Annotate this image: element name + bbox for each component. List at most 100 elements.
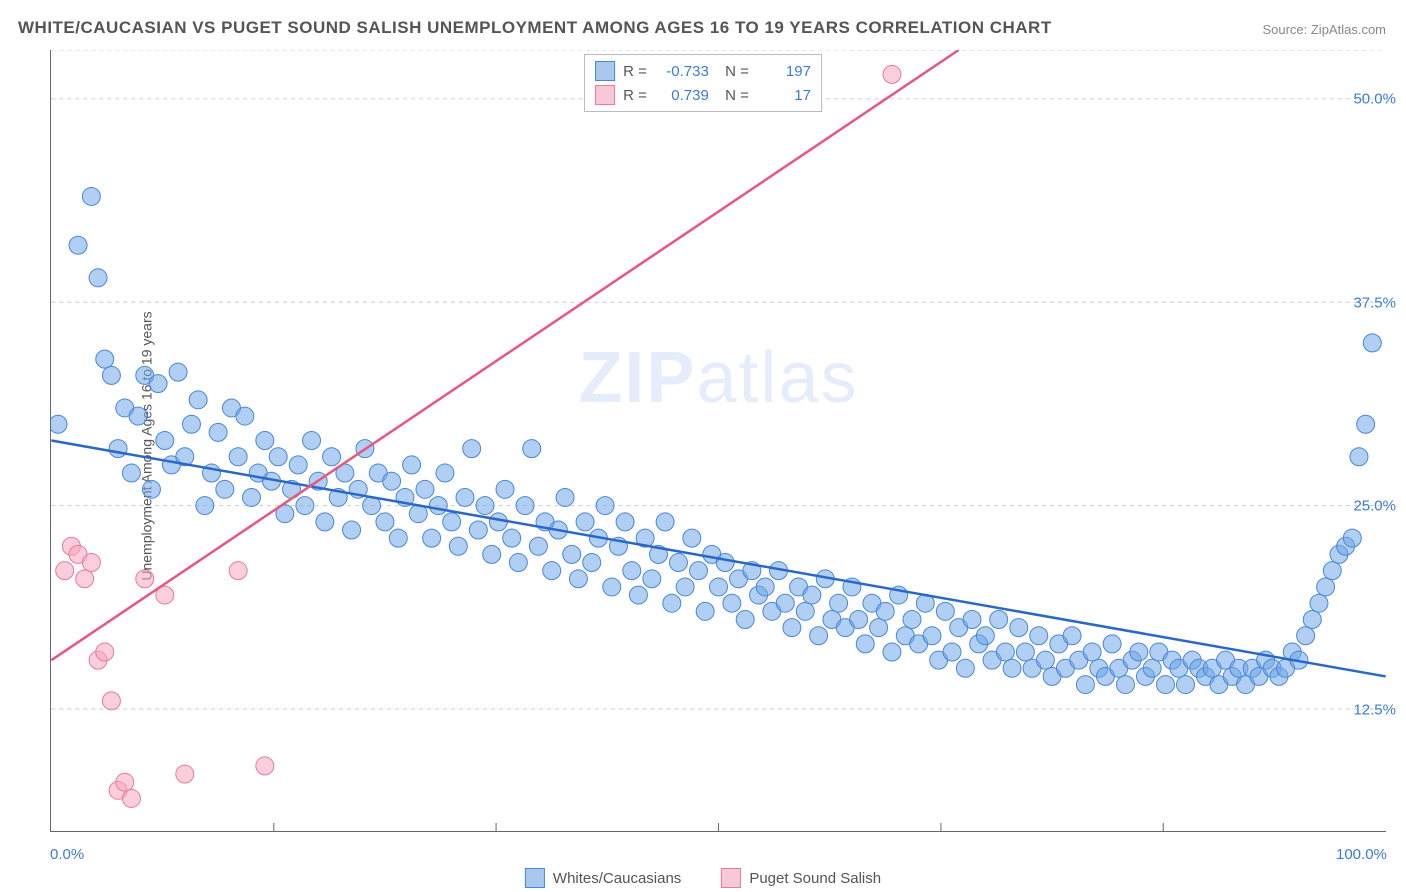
legend-row-series-1: R = 0.739 N = 17	[595, 83, 811, 107]
data-point	[1010, 619, 1028, 637]
data-point	[616, 513, 634, 531]
trend-line	[51, 441, 1385, 677]
data-point	[856, 635, 874, 653]
n-label: N =	[717, 63, 749, 80]
data-point	[736, 610, 754, 628]
n-value-0: 197	[757, 63, 811, 80]
legend-swatch-icon	[721, 868, 741, 888]
y-tick-label: 50.0%	[1353, 90, 1396, 107]
data-point	[303, 432, 321, 450]
data-point	[483, 545, 501, 563]
data-point	[576, 513, 594, 531]
legend-item-0: Whites/Caucasians	[525, 868, 681, 888]
data-point	[1343, 529, 1361, 547]
data-point	[1143, 659, 1161, 677]
data-point	[376, 513, 394, 531]
data-point	[196, 497, 214, 515]
data-point	[810, 627, 828, 645]
data-point	[463, 440, 481, 458]
legend-swatch-1	[595, 85, 615, 105]
data-point	[1317, 578, 1335, 596]
data-point	[129, 407, 147, 425]
data-point	[516, 497, 534, 515]
data-point	[523, 440, 541, 458]
chart-title: WHITE/CAUCASIAN VS PUGET SOUND SALISH UN…	[18, 18, 1052, 38]
data-point	[723, 594, 741, 612]
x-tick-label: 0.0%	[50, 846, 84, 863]
data-point	[643, 570, 661, 588]
y-tick-label: 25.0%	[1353, 498, 1396, 515]
data-point	[976, 627, 994, 645]
r-value-0: -0.733	[655, 63, 709, 80]
data-point	[1130, 643, 1148, 661]
data-point	[289, 456, 307, 474]
data-point	[996, 643, 1014, 661]
data-point	[96, 643, 114, 661]
data-point	[423, 529, 441, 547]
legend-row-series-0: R = -0.733 N = 197	[595, 59, 811, 83]
data-point	[1036, 651, 1054, 669]
data-point	[696, 602, 714, 620]
data-point	[383, 472, 401, 490]
data-point	[623, 562, 641, 580]
data-point	[883, 643, 901, 661]
data-point	[1310, 594, 1328, 612]
data-point	[509, 554, 527, 572]
data-point	[716, 554, 734, 572]
data-point	[1156, 676, 1174, 694]
data-point	[1016, 643, 1034, 661]
plot-svg	[51, 50, 1386, 831]
data-point	[189, 391, 207, 409]
data-point	[583, 554, 601, 572]
data-point	[1103, 635, 1121, 653]
data-point	[1003, 659, 1021, 677]
data-point	[89, 269, 107, 287]
data-point	[56, 562, 74, 580]
data-point	[323, 448, 341, 466]
data-point	[229, 562, 247, 580]
data-point	[229, 448, 247, 466]
data-point	[956, 659, 974, 677]
source-label: Source: ZipAtlas.com	[1262, 22, 1386, 37]
r-label: R =	[623, 63, 647, 80]
data-point	[169, 363, 187, 381]
data-point	[456, 488, 474, 506]
data-point	[449, 537, 467, 555]
data-point	[256, 757, 274, 775]
data-point	[122, 789, 140, 807]
data-point	[82, 187, 100, 205]
data-point	[269, 448, 287, 466]
data-point	[683, 529, 701, 547]
data-point	[102, 692, 120, 710]
data-point	[990, 610, 1008, 628]
data-point	[943, 643, 961, 661]
data-point	[102, 366, 120, 384]
data-point	[1177, 676, 1195, 694]
correlation-legend: R = -0.733 N = 197 R = 0.739 N = 17	[584, 54, 822, 112]
data-point	[603, 578, 621, 596]
data-point	[563, 545, 581, 563]
data-point	[903, 610, 921, 628]
data-point	[629, 586, 647, 604]
data-point	[1083, 643, 1101, 661]
data-point	[963, 610, 981, 628]
data-point	[883, 65, 901, 83]
bottom-legend: Whites/Caucasians Puget Sound Salish	[525, 868, 881, 888]
data-point	[343, 521, 361, 539]
data-point	[656, 513, 674, 531]
legend-label-1: Puget Sound Salish	[749, 870, 881, 887]
data-point	[51, 415, 67, 433]
data-point	[243, 488, 261, 506]
data-point	[676, 578, 694, 596]
data-point	[296, 497, 314, 515]
data-point	[1030, 627, 1048, 645]
data-point	[429, 497, 447, 515]
data-point	[776, 594, 794, 612]
data-point	[1303, 610, 1321, 628]
legend-swatch-0	[595, 61, 615, 81]
legend-item-1: Puget Sound Salish	[721, 868, 881, 888]
data-point	[76, 570, 94, 588]
data-point	[496, 480, 514, 498]
data-point	[236, 407, 254, 425]
data-point	[116, 773, 134, 791]
